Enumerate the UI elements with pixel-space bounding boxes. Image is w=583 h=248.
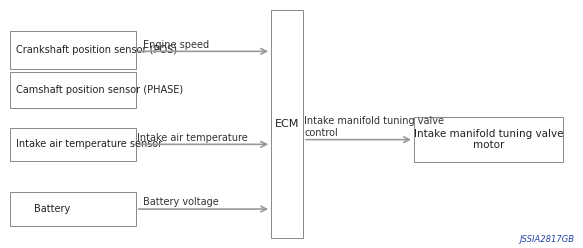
FancyBboxPatch shape bbox=[10, 31, 136, 69]
Text: JSSIA2817GB: JSSIA2817GB bbox=[519, 235, 574, 244]
FancyBboxPatch shape bbox=[271, 10, 303, 238]
FancyBboxPatch shape bbox=[10, 72, 136, 108]
Text: Battery voltage: Battery voltage bbox=[143, 197, 219, 207]
FancyBboxPatch shape bbox=[10, 128, 136, 161]
Text: Engine speed: Engine speed bbox=[143, 40, 209, 50]
Text: Camshaft position sensor (PHASE): Camshaft position sensor (PHASE) bbox=[16, 85, 184, 95]
Text: Intake manifold tuning valve
control: Intake manifold tuning valve control bbox=[304, 116, 444, 138]
Text: Intake manifold tuning valve
motor: Intake manifold tuning valve motor bbox=[413, 129, 563, 150]
Text: Intake air temperature sensor: Intake air temperature sensor bbox=[16, 139, 163, 150]
Text: Intake air temperature: Intake air temperature bbox=[137, 133, 248, 143]
Text: ECM: ECM bbox=[275, 119, 299, 129]
FancyBboxPatch shape bbox=[10, 192, 136, 226]
Text: Crankshaft position sensor (POS): Crankshaft position sensor (POS) bbox=[16, 45, 177, 55]
Text: Battery: Battery bbox=[34, 204, 70, 214]
FancyBboxPatch shape bbox=[414, 117, 563, 162]
